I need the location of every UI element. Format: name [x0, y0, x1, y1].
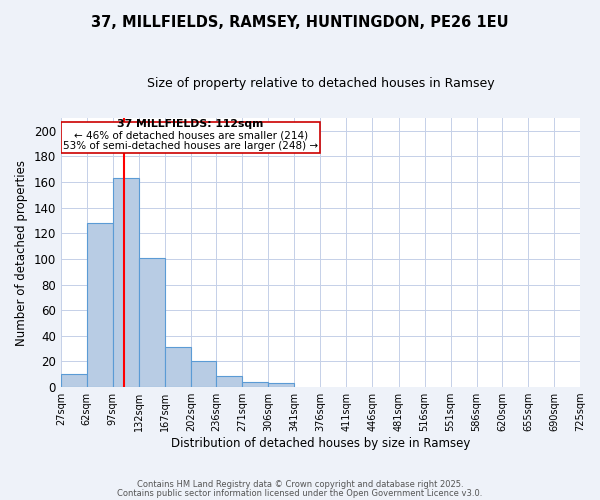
FancyBboxPatch shape — [61, 122, 320, 152]
Bar — [113, 178, 139, 387]
Bar — [61, 374, 87, 387]
Bar — [242, 382, 268, 387]
Text: ← 46% of detached houses are smaller (214): ← 46% of detached houses are smaller (21… — [74, 130, 308, 140]
Bar — [216, 376, 242, 387]
Bar — [87, 223, 113, 387]
Text: 37, MILLFIELDS, RAMSEY, HUNTINGDON, PE26 1EU: 37, MILLFIELDS, RAMSEY, HUNTINGDON, PE26… — [91, 15, 509, 30]
Y-axis label: Number of detached properties: Number of detached properties — [15, 160, 28, 346]
Bar — [165, 348, 191, 387]
Bar — [139, 258, 165, 387]
Text: 53% of semi-detached houses are larger (248) →: 53% of semi-detached houses are larger (… — [63, 142, 318, 152]
Title: Size of property relative to detached houses in Ramsey: Size of property relative to detached ho… — [146, 78, 494, 90]
Text: 37 MILLFIELDS: 112sqm: 37 MILLFIELDS: 112sqm — [118, 119, 264, 129]
Bar — [191, 362, 216, 387]
Bar — [268, 383, 295, 387]
Text: Contains public sector information licensed under the Open Government Licence v3: Contains public sector information licen… — [118, 489, 482, 498]
Text: Contains HM Land Registry data © Crown copyright and database right 2025.: Contains HM Land Registry data © Crown c… — [137, 480, 463, 489]
X-axis label: Distribution of detached houses by size in Ramsey: Distribution of detached houses by size … — [171, 437, 470, 450]
